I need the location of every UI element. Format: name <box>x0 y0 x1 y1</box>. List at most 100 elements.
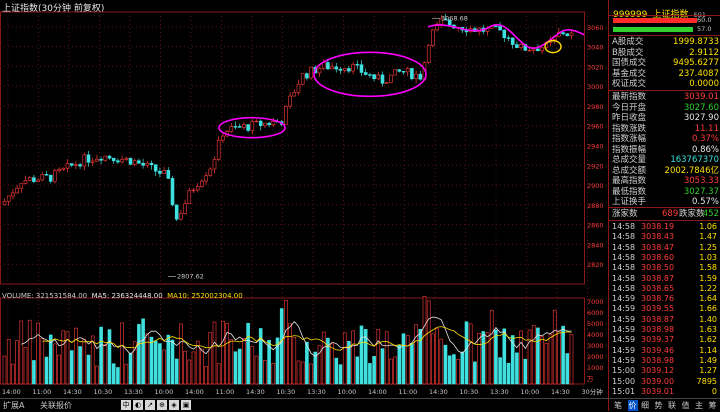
tick-time: 14:59 <box>612 304 636 314</box>
volume-bar <box>271 363 276 385</box>
volume-bar <box>225 323 229 385</box>
kline-chart[interactable]: 3060 3040 3020 3000 2980 2960 2940 2920 2900 2880… <box>0 0 608 398</box>
volume-bar <box>477 333 481 385</box>
quote-label: 总成交量 <box>612 155 647 165</box>
x-tick-label: 14:30 <box>429 388 448 396</box>
volume-bar <box>40 338 45 385</box>
x-tick-label: 30分钟 <box>582 387 604 396</box>
tick-volume: 7895 <box>696 376 717 386</box>
volume-bar <box>384 331 389 385</box>
volume-bar <box>426 300 431 385</box>
volume-bar <box>149 336 154 385</box>
candle-body <box>200 180 204 188</box>
volume-ma-line <box>21 316 572 357</box>
volume-bar <box>338 364 343 385</box>
tick-volume: 1.62 <box>699 335 717 345</box>
tick-row: 15:00 3039.00 7895 <box>609 377 720 386</box>
toolbar-button-6[interactable]: ▣ <box>181 400 191 410</box>
candle-body <box>410 68 414 80</box>
toolbar-button-1[interactable]: 中 <box>121 400 131 410</box>
candle-body <box>284 105 288 125</box>
volume-bar <box>69 350 74 385</box>
volume-bar <box>464 321 469 385</box>
tick-price: 3038.98 <box>641 325 675 334</box>
volume-bar <box>552 309 557 385</box>
tick-volume: 1.27 <box>699 366 717 376</box>
volume-bar <box>124 363 129 385</box>
candle-body <box>212 159 217 170</box>
candle-body <box>397 69 402 72</box>
candle-body <box>447 19 452 26</box>
panel-tab[interactable]: 细 <box>641 401 649 410</box>
toolbar-button-3[interactable]: ↗ <box>145 400 155 410</box>
volume-bar <box>36 322 40 385</box>
volume-bar <box>82 339 87 385</box>
panel-tab[interactable]: 值 <box>681 401 690 410</box>
tick-time: 14:59 <box>612 325 636 334</box>
volume-bar <box>393 356 397 385</box>
volume-bar <box>191 351 196 385</box>
tick-time: 15:00 <box>612 376 636 386</box>
tick-price: 3038.47 <box>641 242 675 252</box>
x-tick-label: 11:00 <box>216 388 235 396</box>
sector-label: 基金成交 <box>612 68 647 79</box>
y-tick-label: 2980 <box>587 103 604 111</box>
volume-bar <box>330 343 334 385</box>
volume-bar <box>557 331 561 385</box>
candle-body <box>305 73 309 79</box>
panel-tab[interactable]: 价 <box>627 400 638 411</box>
volume-bar <box>326 337 330 385</box>
volume-bar <box>494 329 498 385</box>
panel-tab[interactable]: 筹 <box>708 401 717 410</box>
toolbar-button-5[interactable]: ◈ <box>169 400 179 410</box>
candle-body <box>519 43 523 48</box>
tick-time: 14:59 <box>612 335 636 345</box>
sector-row: 基金成交 237.4087 <box>609 69 720 80</box>
tick-time: 15:01 <box>612 386 636 396</box>
volume-bar <box>187 359 192 385</box>
panel-tab[interactable]: 联 <box>668 401 676 410</box>
quote-row: 上证换手 0.57% <box>609 197 720 208</box>
tick-time: 14:59 <box>612 345 636 355</box>
candle-body <box>40 173 45 181</box>
tick-price: 3039.46 <box>641 345 675 355</box>
candle-body <box>271 120 276 126</box>
volume-bar <box>229 339 234 385</box>
quote-row: 最高指数 3053.33 <box>609 176 720 187</box>
volume-bar <box>116 367 120 385</box>
volume-bar <box>389 358 393 385</box>
y-tick-label: 2900 <box>587 182 604 190</box>
panel-tab[interactable]: 笔 <box>614 401 622 410</box>
chart-title: 上证指数(30分钟 前复权) <box>2 4 105 14</box>
tick-time: 14:58 <box>612 283 636 293</box>
quote-value: 3027.37 <box>683 186 719 197</box>
breadth-row: 涨家数 689 跌家数 452 <box>609 209 720 220</box>
candle-body <box>292 92 297 97</box>
volume-bar <box>57 354 61 385</box>
volume-bar <box>342 332 347 385</box>
toolbar-button-2[interactable]: ◐ <box>133 400 143 410</box>
candle-body <box>208 168 213 176</box>
tick-time: 15:00 <box>612 366 636 376</box>
volume-bar <box>32 360 36 385</box>
volume-bar <box>170 339 175 385</box>
quote-value: 3039.01 <box>683 92 719 102</box>
volume-tick-label: 6000 <box>587 309 604 317</box>
volume-bar <box>48 334 53 385</box>
quote-row: 总成交量 163767370 <box>609 155 720 166</box>
candle-body <box>107 155 112 159</box>
candle-body <box>267 122 271 126</box>
tab-related-quote[interactable]: 关联报价 <box>40 401 72 410</box>
candle-body <box>111 157 116 162</box>
chart-area[interactable]: 上证指数(30分钟 前复权) 3060 3040 3020 3000 2980 2960 2… <box>0 0 608 411</box>
panel-tab[interactable]: 主 <box>695 401 703 410</box>
candle-body <box>536 48 540 52</box>
tick-price: 3038.87 <box>641 273 675 283</box>
tab-extend-a[interactable]: 扩展A <box>3 401 25 410</box>
volume-bar <box>502 328 507 385</box>
candle-body <box>99 158 103 161</box>
hand-annotation <box>544 39 562 54</box>
toolbar-button-4[interactable]: ⊕ <box>157 400 167 410</box>
panel-tab[interactable]: 势 <box>654 401 663 410</box>
volume-bar <box>473 361 477 385</box>
